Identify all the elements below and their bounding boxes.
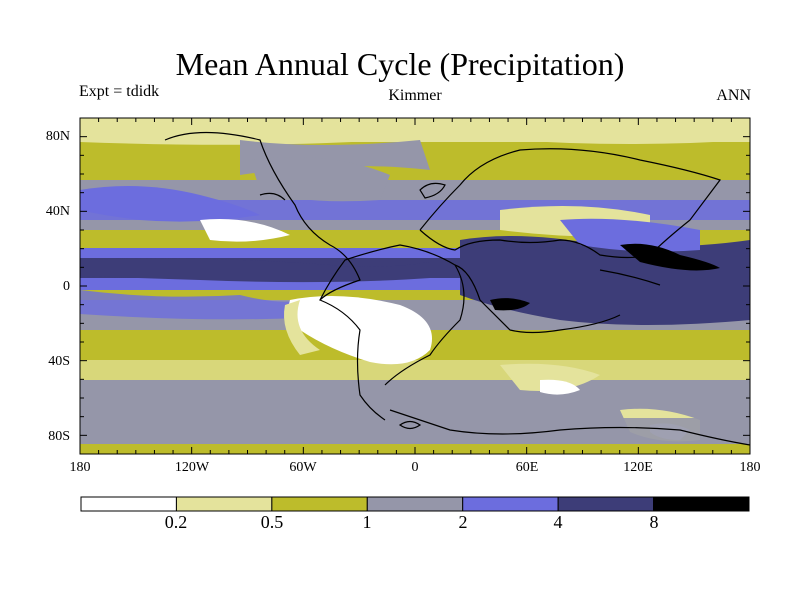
colorbar-swatch (557, 496, 655, 512)
axis-ticks (79, 118, 751, 454)
y-tick-label: 40N (45, 204, 70, 219)
x-tick-label: 120W (174, 460, 210, 475)
colorbar-label: 1 (362, 512, 372, 532)
y-tick-label: 40S (48, 354, 70, 369)
colorbar-swatch (271, 496, 368, 512)
y-tick-label: 0 (63, 279, 70, 294)
x-tick-label: 180 (739, 460, 761, 475)
colorbar-label: 4 (553, 512, 563, 532)
x-tick-label: 120E (623, 460, 653, 475)
colorbar-swatch (462, 496, 559, 512)
period-label: ANN (716, 87, 751, 104)
y-tick-label: 80S (48, 429, 70, 444)
colorbar-label: 8 (649, 512, 659, 532)
precipitation-field (80, 118, 750, 454)
colorbar-swatch (80, 496, 177, 512)
x-tick-label: 60W (289, 460, 317, 475)
colorbar-label: 0.5 (260, 512, 284, 532)
x-tick-label: 0 (411, 460, 419, 475)
coastlines (164, 131, 750, 446)
x-tick-label: 180 (69, 460, 91, 475)
colorbar-swatch (366, 496, 464, 512)
experiment-label: Expt = tdidk (79, 83, 160, 100)
x-tick-label: 60E (515, 460, 539, 475)
plot-title: Mean Annual Cycle (Precipitation) (175, 46, 625, 82)
model-label: Kimmer (388, 87, 442, 104)
y-tick-label: 80N (45, 129, 70, 144)
colorbar-label: 0.2 (164, 512, 188, 532)
colorbar-label: 2 (458, 512, 468, 532)
colorbar-swatch (653, 496, 750, 512)
colorbar-swatch (175, 496, 273, 512)
colorbar (80, 496, 750, 512)
